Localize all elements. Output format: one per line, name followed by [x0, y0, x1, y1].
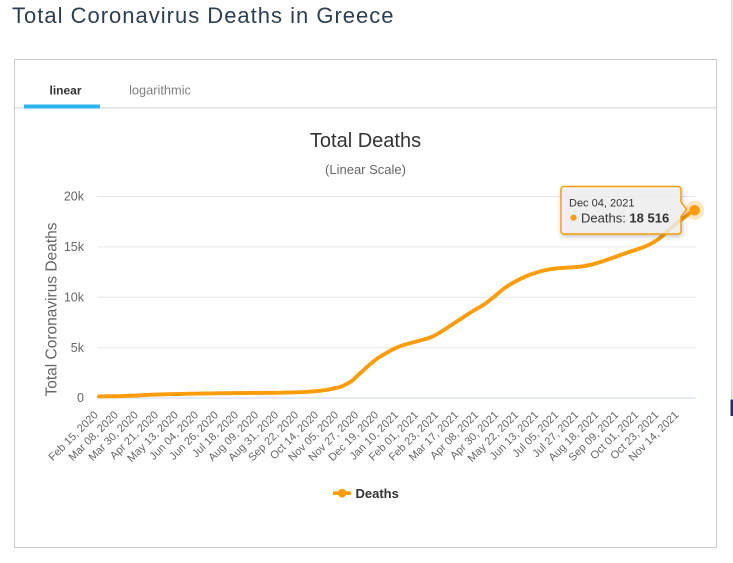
svg-text:15k: 15k [64, 240, 85, 254]
svg-text:Deaths: 18 516: Deaths: 18 516 [581, 210, 669, 225]
svg-text:Dec 04, 2021: Dec 04, 2021 [569, 198, 634, 210]
svg-text:Total Coronavirus Deaths: Total Coronavirus Deaths [44, 222, 61, 396]
svg-text:Deaths: Deaths [356, 486, 399, 501]
svg-text:logarithmic: logarithmic [129, 82, 191, 97]
svg-text:Total Coronavirus Deaths in Gr: Total Coronavirus Deaths in Greece [12, 3, 395, 28]
svg-text:Total Deaths: Total Deaths [310, 130, 421, 152]
svg-text:5k: 5k [71, 341, 85, 355]
svg-text:10k: 10k [64, 291, 85, 305]
svg-text:(Linear Scale): (Linear Scale) [325, 162, 406, 177]
svg-text:20k: 20k [64, 190, 85, 204]
svg-text:linear: linear [49, 83, 81, 97]
svg-text:0: 0 [77, 391, 84, 405]
